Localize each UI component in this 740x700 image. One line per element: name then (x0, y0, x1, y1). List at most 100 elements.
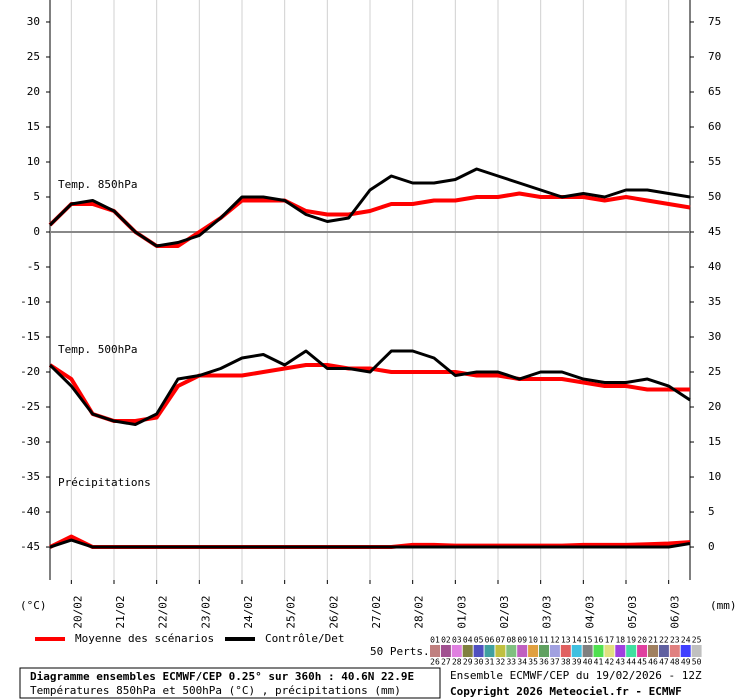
pert-swatch (691, 645, 702, 651)
y2-tick-label: 30 (708, 330, 721, 343)
panel-label: Temp. 850hPa (58, 178, 137, 191)
pert-swatch (451, 645, 462, 651)
pert-swatch (462, 651, 473, 657)
pert-swatch (560, 645, 571, 651)
pert-label: 21 (648, 636, 658, 645)
pert-label: 02 (441, 636, 451, 645)
pert-label: 24 (681, 636, 691, 645)
x-tick-label: 23/02 (199, 595, 212, 628)
pert-label: 45 (637, 658, 647, 667)
y-tick-label: 30 (27, 15, 40, 28)
chart-subtitle: Températures 850hPa et 500hPa (°C) , pré… (30, 684, 401, 697)
y2-tick-label: 5 (708, 505, 715, 518)
pert-label: 13 (561, 636, 571, 645)
pert-swatch (462, 645, 473, 651)
y-tick-label: -35 (20, 470, 40, 483)
y-tick-label: 15 (27, 120, 40, 133)
pert-label: 03 (452, 636, 462, 645)
pert-swatch (615, 645, 626, 651)
pert-label: 37 (550, 658, 560, 667)
pert-swatch (604, 651, 615, 657)
pert-label: 31 (485, 658, 495, 667)
x-tick-label: 06/03 (669, 595, 682, 628)
pert-label: 47 (659, 658, 669, 667)
pert-label: 40 (583, 658, 593, 667)
mean-line (48, 363, 690, 424)
pert-swatch (680, 651, 691, 657)
chart-title: Diagramme ensembles ECMWF/CEP 0.25° sur … (30, 670, 414, 683)
pert-swatch (637, 645, 648, 651)
pert-label: 22 (659, 636, 669, 645)
pert-swatch (440, 645, 451, 651)
pert-label: 46 (648, 658, 658, 667)
pert-label: 20 (637, 636, 647, 645)
pert-label: 25 (692, 636, 702, 645)
y-axis-label: (°C) (20, 599, 47, 612)
y-tick-label: -40 (20, 505, 40, 518)
pert-swatch (495, 645, 506, 651)
y2-tick-label: 0 (708, 540, 715, 553)
pert-label: 39 (572, 658, 582, 667)
pert-label: 27 (441, 658, 451, 667)
control-line (49, 538, 691, 549)
pert-label: 18 (615, 636, 625, 645)
pert-label: 34 (517, 658, 527, 667)
pert-label: 05 (474, 636, 484, 645)
x-tick-label: 21/02 (114, 595, 127, 628)
pert-swatch (593, 645, 604, 651)
x-tick-label: 03/03 (541, 595, 554, 628)
x-tick-label: 25/02 (285, 595, 298, 628)
pert-swatch (517, 645, 528, 651)
pert-swatch (648, 651, 658, 657)
y2-tick-label: 15 (708, 435, 721, 448)
pert-swatch (528, 645, 539, 651)
pert-label: 41 (594, 658, 604, 667)
control-line (48, 349, 691, 427)
run-info: Ensemble ECMWF/CEP du 19/02/2026 - 12Z (450, 669, 702, 682)
pert-swatch (517, 651, 528, 657)
x-tick-label: 04/03 (583, 595, 596, 628)
y2-tick-label: 25 (708, 365, 721, 378)
x-tick-label: 01/03 (455, 595, 468, 628)
y-tick-label: 10 (27, 155, 40, 168)
pert-label: 09 (517, 636, 527, 645)
y-tick-label: -20 (20, 365, 40, 378)
pert-label: 14 (572, 636, 582, 645)
y2-tick-label: 60 (708, 120, 721, 133)
pert-swatch (669, 645, 680, 651)
pert-swatch (582, 651, 593, 657)
pert-swatch (506, 651, 517, 657)
x-tick-label: 26/02 (327, 595, 340, 628)
pert-swatch (604, 645, 615, 651)
pert-swatch (582, 645, 593, 651)
pert-swatch (549, 651, 560, 657)
pert-swatch (430, 651, 440, 657)
pert-swatch (473, 645, 484, 651)
pert-swatch (528, 651, 539, 657)
x-tick-label: 22/02 (157, 595, 170, 628)
pert-swatch (506, 645, 517, 651)
pert-swatch (495, 651, 506, 657)
y-tick-label: -10 (20, 295, 40, 308)
pert-label: 28 (452, 658, 462, 667)
y2-tick-label: 75 (708, 15, 721, 28)
title-box (19, 667, 441, 699)
y2-tick-label: 55 (708, 155, 721, 168)
y2-tick-label: 70 (708, 50, 721, 63)
pert-swatch (593, 651, 604, 657)
y2-tick-label: 35 (708, 295, 721, 308)
y2-tick-label: 10 (708, 470, 721, 483)
pert-label: 16 (594, 636, 604, 645)
pert-label: 07 (496, 636, 506, 645)
pert-label: 32 (496, 658, 506, 667)
pert-swatch (571, 651, 582, 657)
x-tick-label: 20/02 (71, 595, 84, 628)
y-tick-label: -30 (20, 435, 40, 448)
y-tick-label: 5 (33, 190, 40, 203)
y2-tick-label: 50 (708, 190, 721, 203)
panel-label: Temp. 500hPa (58, 343, 137, 356)
pert-label: 50 (692, 658, 702, 667)
y-tick-label: 25 (27, 50, 40, 63)
pert-swatch (637, 651, 648, 657)
pert-swatch (626, 645, 637, 651)
